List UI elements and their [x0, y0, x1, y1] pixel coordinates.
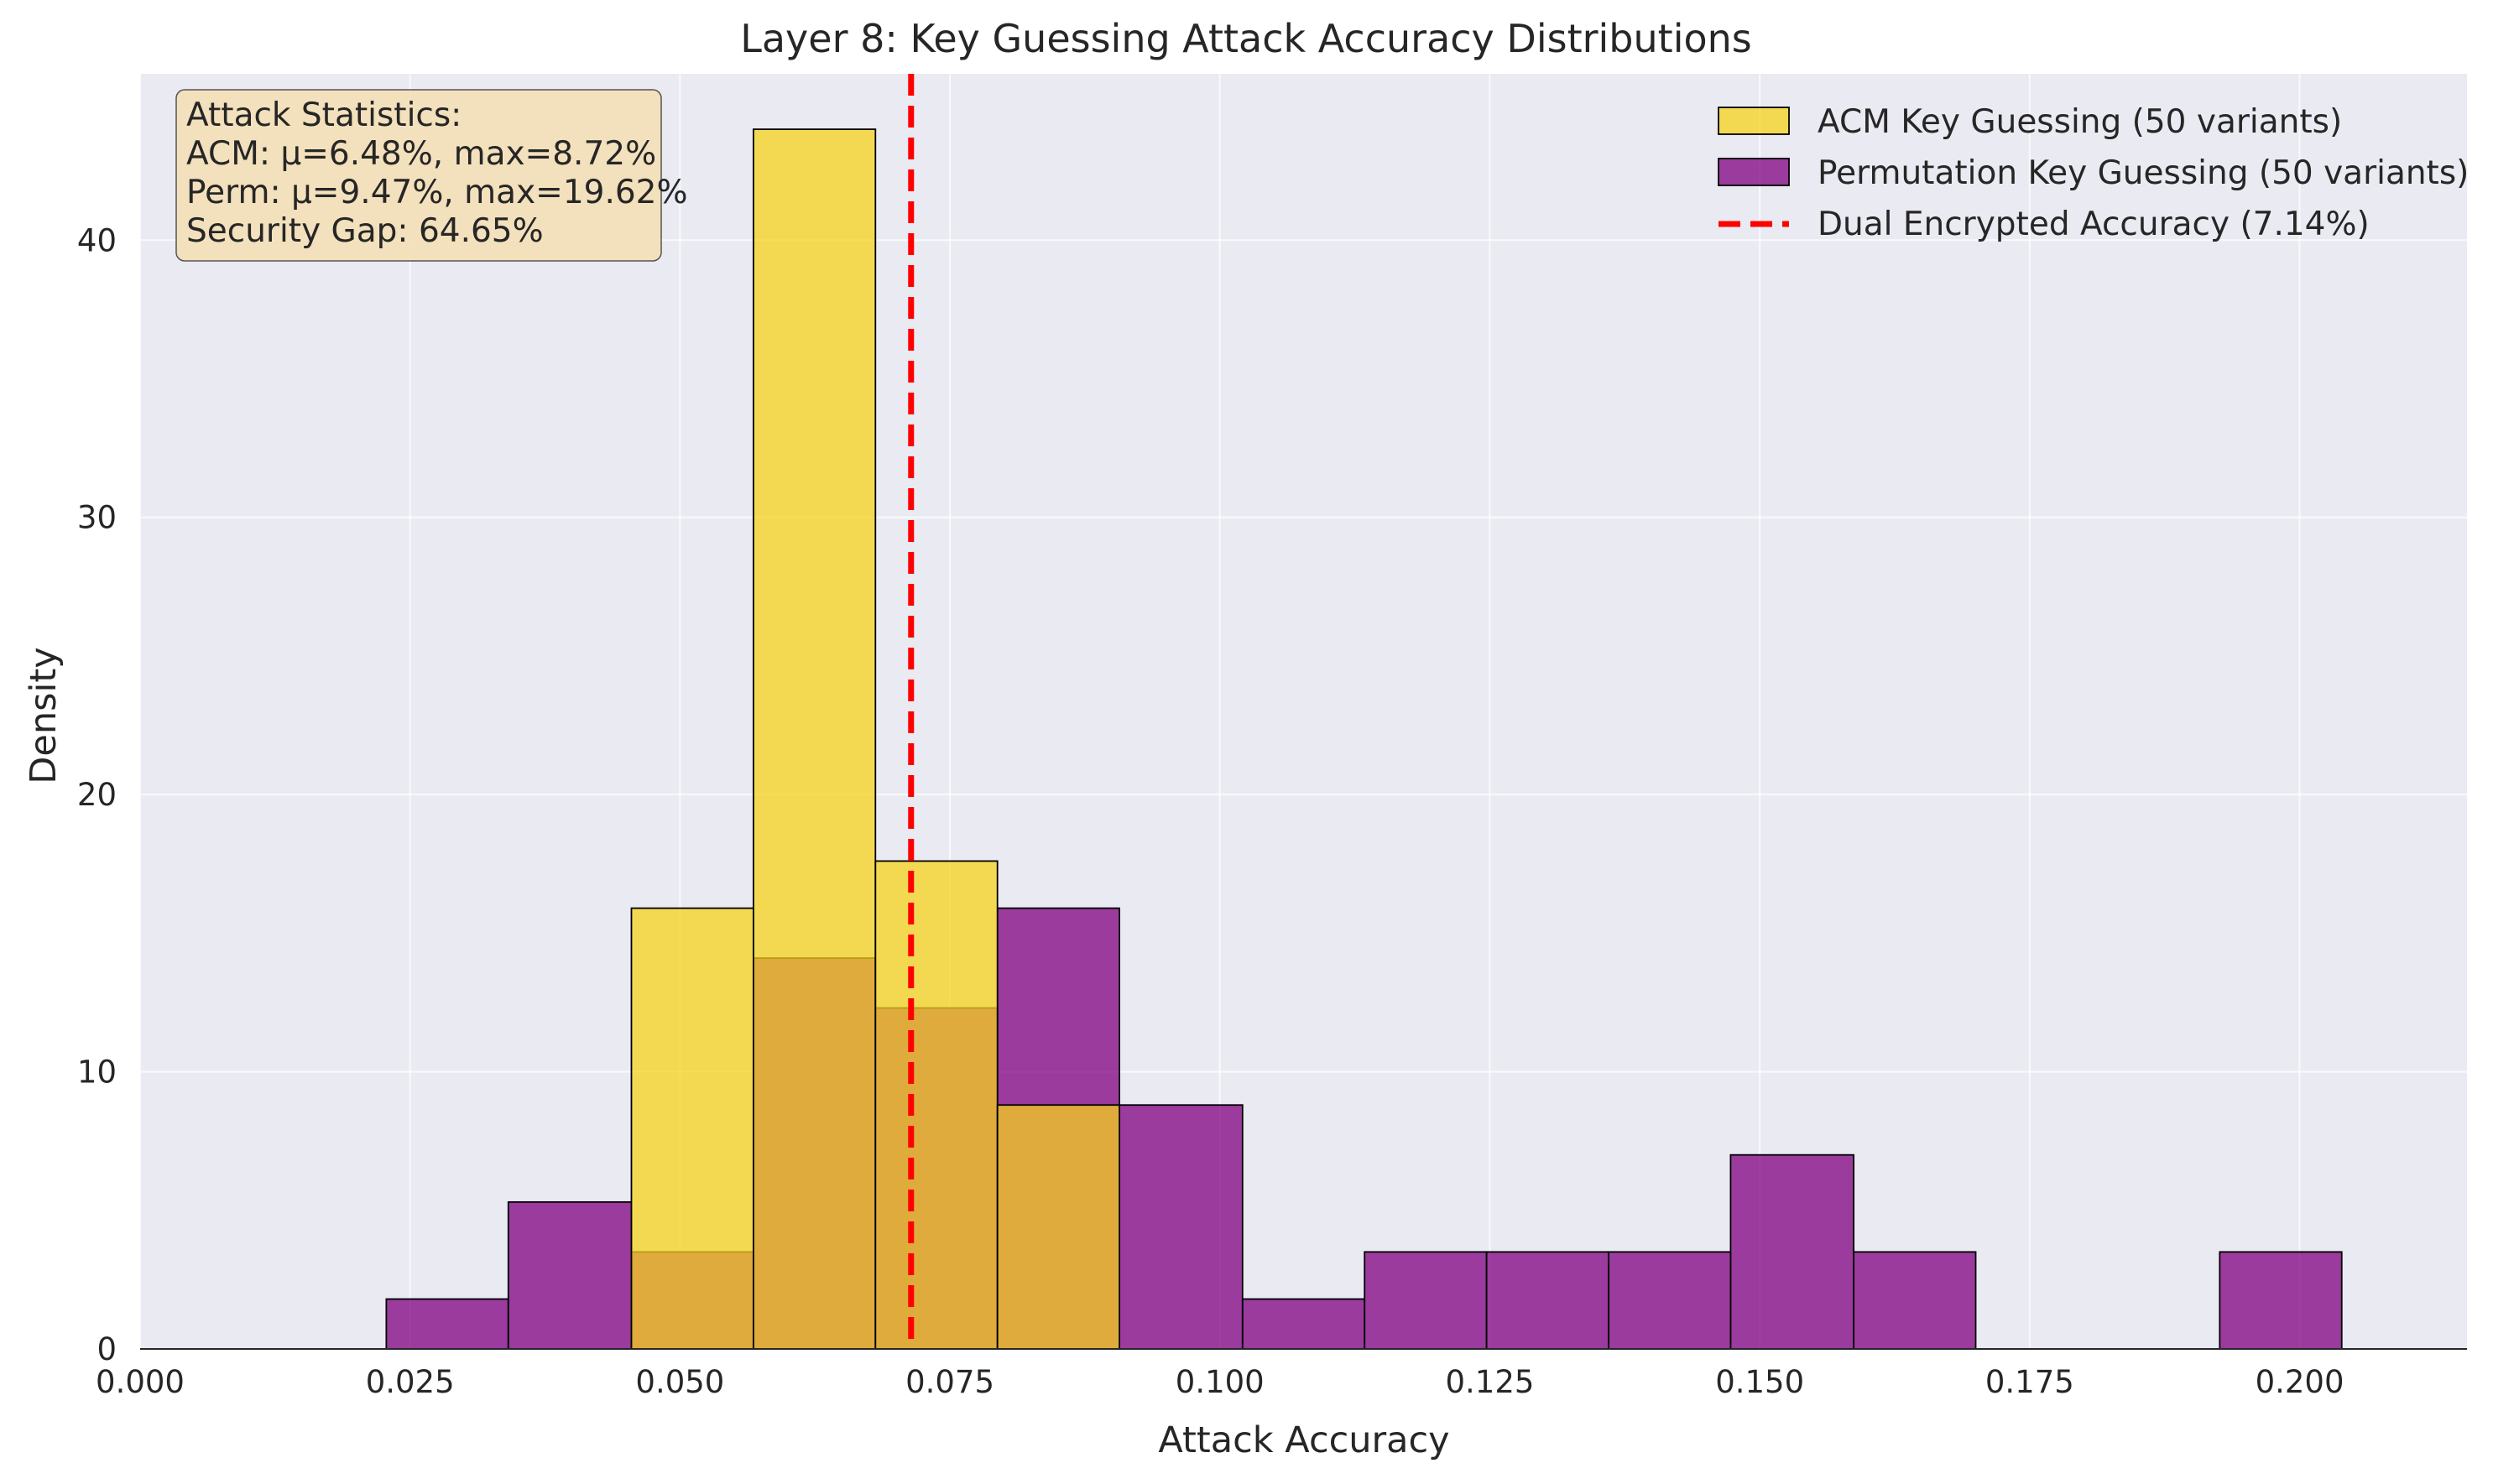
stats-line-heading: Attack Statistics: — [186, 96, 462, 134]
x-tick-label: 0.200 — [2256, 1364, 2344, 1400]
y-tick-label: 30 — [77, 500, 117, 536]
y-tick-label: 0 — [96, 1331, 117, 1367]
permutation-bar — [1729, 1153, 1855, 1350]
x-tick-label: 0.050 — [635, 1364, 724, 1400]
x-tick-label: 0.100 — [1176, 1364, 1265, 1400]
stats-line-perm: Perm: μ=9.47%, max=19.62% — [186, 174, 688, 211]
legend-swatch-permutation — [1718, 158, 1790, 186]
x-tick-label: 0.025 — [366, 1364, 455, 1400]
permutation-bar — [507, 1200, 633, 1350]
y-tick-label: 20 — [77, 777, 117, 813]
x-tick-label: 0.175 — [1985, 1364, 2074, 1400]
x-tick-label: 0.150 — [1715, 1364, 1804, 1400]
stats-line-acm: ACM: μ=6.48%, max=8.72% — [186, 135, 656, 173]
legend-label-permutation: Permutation Key Guessing (50 variants) — [1818, 154, 2469, 192]
permutation-bar — [1485, 1251, 1609, 1350]
y-tick-labels: 0 10 20 30 40 — [77, 222, 117, 1367]
acm-bar — [752, 128, 877, 1350]
legend: ACM Key Guessing (50 variants) Permutati… — [1718, 103, 2469, 243]
acm-bars — [630, 128, 1121, 1350]
legend-label-reference: Dual Encrypted Accuracy (7.14%) — [1818, 206, 2370, 243]
stats-line-gap: Security Gap: 64.65% — [186, 212, 544, 250]
x-tick-label: 0.000 — [96, 1364, 185, 1400]
plot-area — [140, 74, 2467, 1349]
x-tick-labels: 0.000 0.025 0.050 0.075 0.100 0.125 0.150 0.175… — [96, 1364, 2344, 1400]
acm-bar — [630, 907, 754, 1350]
x-grid — [139, 74, 2301, 1349]
acm-bar — [874, 860, 999, 1350]
chart-title: Layer 8: Key Guessing Attack Accuracy Di… — [740, 16, 1752, 61]
x-tick-label: 0.125 — [1445, 1364, 1534, 1400]
permutation-bar — [1608, 1251, 1732, 1350]
y-axis-label: Density — [23, 647, 65, 784]
permutation-bar — [2219, 1251, 2343, 1350]
x-tick-label: 0.075 — [905, 1364, 994, 1400]
permutation-bar — [1241, 1298, 1366, 1350]
permutation-bar — [1119, 1104, 1244, 1350]
attack-statistics-box: Attack Statistics: ACM: μ=6.48%, max=8.7… — [175, 89, 688, 262]
y-tick-label: 40 — [77, 222, 117, 258]
permutation-bar — [1853, 1251, 1977, 1350]
legend-label-acm: ACM Key Guessing (50 variants) — [1818, 103, 2342, 141]
stats-box-background — [175, 89, 662, 262]
x-axis-label: Attack Accuracy — [1158, 1419, 1449, 1461]
permutation-bar — [385, 1298, 509, 1350]
acm-bar — [996, 1104, 1121, 1350]
y-tick-label: 10 — [77, 1054, 117, 1091]
permutation-bar — [1364, 1251, 1488, 1350]
legend-swatch-acm — [1718, 107, 1790, 135]
